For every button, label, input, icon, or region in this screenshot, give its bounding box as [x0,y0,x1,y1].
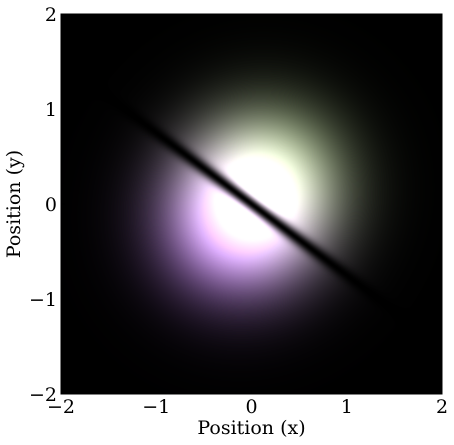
x-tick-label: 0 [245,396,257,418]
y-tick-label: 2 [45,4,57,26]
plot-area [60,13,443,395]
y-tick-label: −1 [29,289,57,311]
x-axis-label: Position (x) [197,417,305,439]
y-tick-label: −2 [29,384,57,406]
y-axis: −2 −1 0 1 2 [29,4,65,406]
x-tick-label: −1 [142,396,170,418]
y-tick-label: 0 [45,194,57,216]
x-tick-label: −2 [47,396,75,418]
x-axis: −2 −1 0 1 2 [47,390,448,418]
y-axis-label: Position (y) [3,150,25,258]
heatmap-image [61,14,442,394]
x-tick-label: 2 [436,396,448,418]
x-tick-label: 1 [341,396,353,418]
y-tick-label: 1 [45,99,57,121]
